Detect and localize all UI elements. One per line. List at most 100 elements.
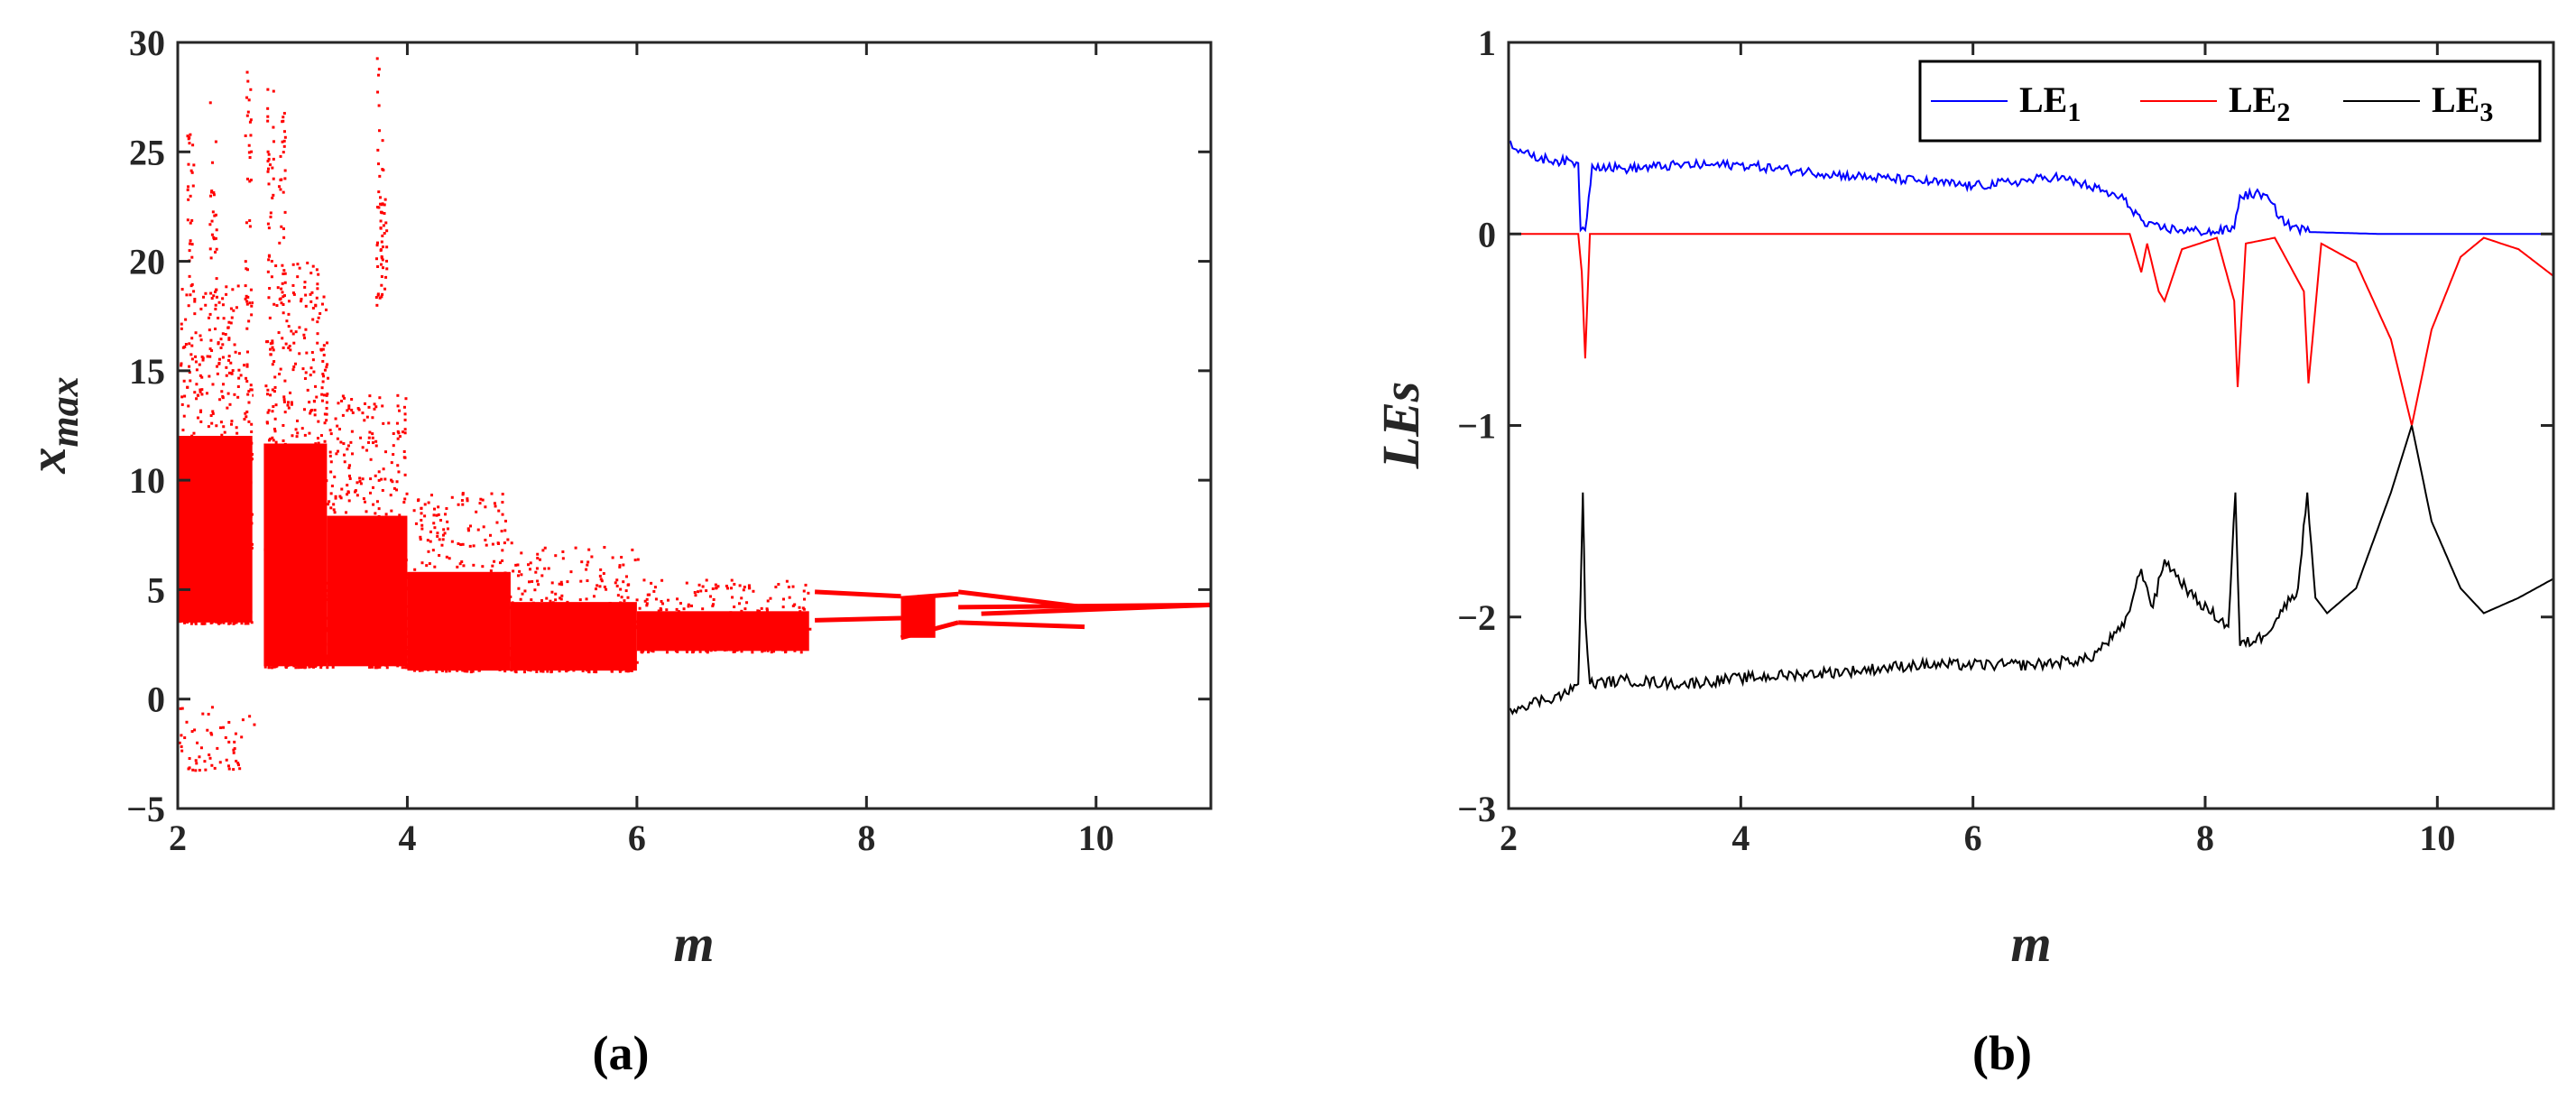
scatter-point: [228, 622, 232, 625]
scatter-point: [282, 190, 285, 194]
scatter-point: [188, 532, 191, 536]
scatter-point: [280, 225, 283, 228]
scatter-point: [762, 645, 766, 649]
scatter-point: [539, 641, 542, 644]
xlabel-a: m: [673, 914, 714, 973]
scatter-point: [298, 352, 301, 356]
scatter-point: [518, 665, 522, 669]
scatter-point: [371, 532, 374, 535]
scatter-point: [307, 597, 310, 601]
scatter-point: [272, 193, 275, 197]
scatter-point: [237, 568, 241, 571]
scatter-point: [252, 393, 255, 397]
scatter-point: [740, 609, 743, 613]
scatter-point: [241, 596, 245, 599]
scatter-point: [643, 599, 647, 603]
scatter-point: [229, 544, 233, 548]
scatter-point: [213, 591, 217, 595]
scatter-point: [291, 624, 294, 627]
scatter-point: [402, 405, 406, 409]
scatter-point: [394, 663, 398, 667]
scatter-point: [416, 499, 420, 503]
scatter-point: [585, 669, 588, 672]
scatter-point: [694, 594, 697, 597]
scatter-point: [523, 659, 527, 662]
scatter-point: [415, 660, 419, 663]
scatter-point: [500, 578, 503, 582]
scatter-point: [250, 546, 254, 550]
scatter-point: [438, 538, 441, 541]
scatter-point: [269, 467, 272, 470]
scatter-point: [561, 550, 565, 553]
scatter-point: [283, 624, 287, 627]
scatter-point: [365, 581, 369, 585]
scatter-point: [503, 592, 506, 596]
scatter-point: [545, 596, 549, 600]
scatter-point: [389, 623, 392, 626]
scatter-point: [324, 660, 328, 663]
scatter-point: [313, 608, 317, 612]
scatter-point: [208, 247, 212, 251]
scatter-point: [774, 612, 778, 615]
scatter-point: [199, 334, 202, 337]
scatter-point: [229, 461, 233, 465]
scatter-point: [333, 662, 337, 666]
scatter-point: [585, 646, 588, 650]
scatter-point: [508, 605, 512, 609]
scatter-point: [282, 116, 285, 119]
scatter-point: [623, 599, 626, 603]
scatter-point: [208, 753, 211, 757]
scatter-point: [273, 651, 277, 654]
scatter-point: [309, 541, 313, 545]
scatter-point: [365, 522, 368, 525]
scatter-point: [511, 601, 514, 605]
scatter-point: [478, 502, 482, 505]
scatter-point: [479, 497, 483, 501]
scatter-point: [531, 632, 535, 635]
scatter-point: [377, 507, 381, 511]
scatter-point: [793, 649, 797, 652]
scatter-point: [231, 369, 235, 373]
scatter-point: [493, 639, 496, 642]
scatter-point: [753, 626, 757, 630]
scatter-point: [573, 667, 577, 670]
scatter-point: [398, 635, 402, 639]
scatter-point: [296, 419, 300, 422]
scatter-point: [377, 162, 381, 166]
scatter-point: [328, 500, 331, 504]
scatter-point: [429, 648, 433, 652]
scatter-point: [797, 636, 800, 640]
scatter-point: [365, 660, 368, 663]
scatter-point: [309, 300, 313, 303]
scatter-point: [309, 658, 313, 661]
scatter-point: [385, 259, 389, 263]
scatter-point: [245, 302, 249, 306]
scatter-point: [300, 477, 303, 481]
scatter-point: [598, 652, 602, 656]
scatter-point: [180, 749, 184, 753]
scatter-point: [245, 96, 249, 99]
scatter-point: [291, 263, 295, 266]
scatter-point: [245, 477, 248, 481]
scatter-point: [324, 308, 328, 311]
scatter-point: [350, 430, 354, 433]
scatter-point: [247, 389, 251, 393]
scatter-point: [299, 633, 302, 636]
scatter-point: [187, 198, 190, 201]
scatter-point: [701, 607, 705, 611]
scatter-point: [296, 263, 300, 266]
scatter-point: [294, 631, 298, 634]
scatter-point: [428, 562, 431, 566]
scatter-point: [294, 458, 298, 462]
scatter-point: [199, 553, 202, 557]
scatter-point: [428, 653, 431, 657]
scatter-point: [290, 401, 293, 404]
scatter-point: [348, 598, 352, 602]
scatter-point: [300, 300, 303, 303]
bifurcation-branch: [815, 615, 901, 623]
scatter-point: [390, 478, 393, 482]
scatter-point: [558, 670, 561, 673]
scatter-point: [371, 441, 374, 445]
scatter-point: [405, 587, 409, 590]
scatter-point: [729, 611, 733, 615]
